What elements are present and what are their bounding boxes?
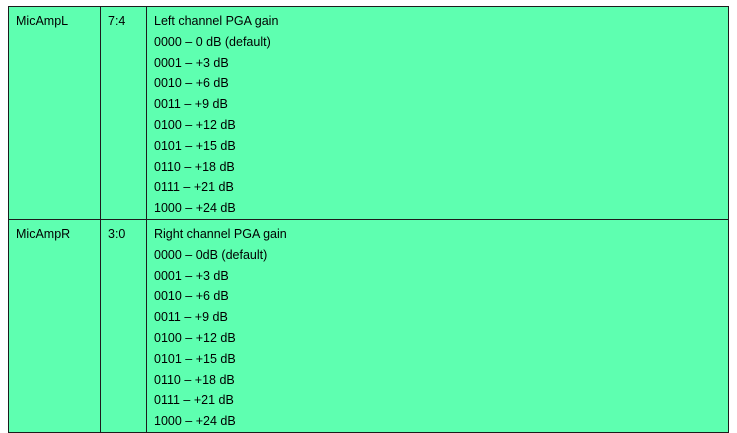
register-field-table: MicAmpL 7:4 Left channel PGA gain 0000 –… <box>8 6 729 433</box>
gain-option: 0110 – +18 dB <box>154 372 235 387</box>
gain-option: 1000 – +24 dB <box>154 414 236 429</box>
gain-option: 0011 – +9 dB <box>154 310 228 325</box>
gain-option: 0101 – +15 dB <box>154 138 236 153</box>
gain-option: 0100 – +12 dB <box>154 330 236 345</box>
field-name: MicAmpL <box>16 14 69 28</box>
gain-option: 1000 – +24 dB <box>154 201 236 216</box>
gain-option: 0101 – +15 dB <box>154 351 236 366</box>
field-name: MicAmpR <box>16 226 71 241</box>
gain-option: 0010 – +6 dB <box>154 76 229 91</box>
bit-range-cell: 7:4 <box>100 6 147 220</box>
description-cell: Left channel PGA gain 0000 – 0 dB (defau… <box>146 6 729 220</box>
description-cell: Right channel PGA gain 0000 – 0dB (defau… <box>146 218 729 433</box>
gain-option: 0111 – +21 dB <box>154 180 234 195</box>
table-row: MicAmpL 7:4 Left channel PGA gain 0000 –… <box>8 6 729 220</box>
gain-option: 0001 – +3 dB <box>154 55 229 70</box>
bit-range-cell: 3:0 <box>100 218 147 433</box>
gain-option: 0110 – +18 dB <box>154 159 235 174</box>
gain-option: 0100 – +12 dB <box>154 117 236 132</box>
field-name-cell: MicAmpR <box>8 218 101 433</box>
gain-option: 0011 – +9 dB <box>154 97 228 112</box>
field-description: Right channel PGA gain <box>154 226 287 241</box>
gain-option: 0001 – +3 dB <box>154 268 229 283</box>
table-row: MicAmpR 3:0 Right channel PGA gain 0000 … <box>8 218 729 433</box>
field-description: Left channel PGA gain <box>154 14 279 28</box>
gain-option: 0000 – 0 dB (default) <box>154 34 271 49</box>
bit-range: 7:4 <box>108 14 126 28</box>
gain-option: 0010 – +6 dB <box>154 289 229 304</box>
field-name-cell: MicAmpL <box>8 6 101 220</box>
gain-option: 0111 – +21 dB <box>154 393 234 408</box>
gain-option: 0000 – 0dB (default) <box>154 247 268 262</box>
bit-range: 3:0 <box>108 226 126 241</box>
